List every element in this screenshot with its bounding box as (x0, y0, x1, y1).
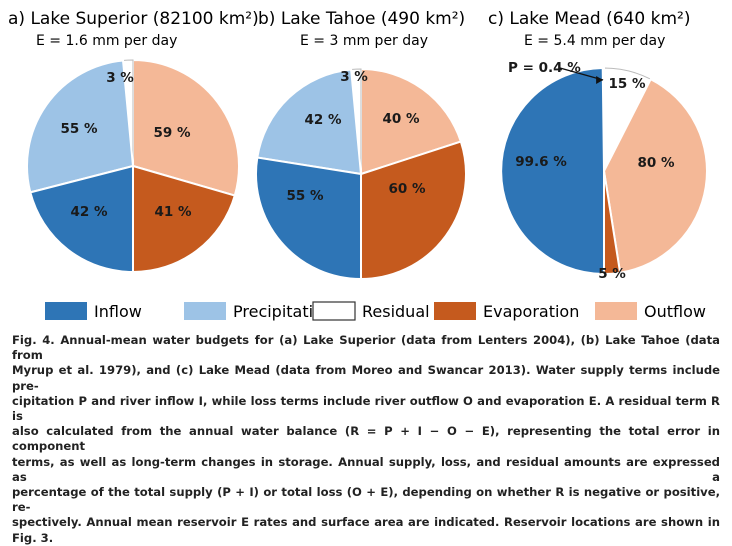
pie-slice-evaporation (360, 140, 467, 281)
legend-item-residual: Residual (312, 301, 430, 321)
pie-slice-evaporation (132, 164, 237, 274)
pie-slice-outflow (360, 67, 463, 176)
legend-label: Evaporation (483, 302, 579, 321)
slice-label-evaporation: 41 % (154, 204, 191, 220)
pie-slice-outflow (602, 77, 708, 274)
slice-label-residual: 3 % (340, 69, 368, 85)
slice-label-residual: 15 % (608, 76, 645, 92)
pie-slice-precipitation (26, 59, 135, 194)
pie-slice-precipitation (256, 68, 363, 176)
pie-slice-inflow (254, 156, 362, 281)
slice-label-evaporation: 60 % (388, 181, 425, 197)
slice-label-residual: 3 % (106, 70, 134, 86)
legend-swatch (184, 302, 226, 320)
legend-item-inflow: Inflow (45, 302, 142, 321)
slice-label-outflow: 59 % (153, 125, 190, 141)
slice-label-precipitation: 42 % (304, 112, 341, 128)
caption-line: also calculated from the annual water ba… (12, 424, 720, 454)
legend-swatch (45, 302, 87, 320)
caption-line: terms, as well as long-term changes in s… (12, 454, 720, 484)
slice-label-inflow: 99.6 % (515, 154, 567, 170)
legend-label: Residual (362, 302, 430, 321)
caption-line: spectively. Annual mean reservoir E rate… (12, 515, 720, 545)
caption-line: Fig. 4. Annual-mean water budgets for (a… (12, 333, 720, 363)
legend-label: Inflow (94, 302, 142, 321)
slice-label-evaporation: 5 % (598, 266, 626, 282)
pie-slice-inflow (29, 164, 134, 274)
caption-line: percentage of the total supply (P + I) o… (12, 485, 720, 515)
pie-panel-2: b) Lake Tahoe (490 km²) E = 3 mm per day 3… (254, 9, 467, 281)
panel-title: a) Lake Superior (82100 km²) (8, 9, 259, 29)
pie-slice-outflow (132, 58, 240, 197)
legend-swatch (312, 301, 356, 321)
slice-label-inflow: 55 % (286, 188, 323, 204)
legend-item-outflow: Outflow (595, 302, 706, 321)
legend: Inflow Precipitation Residual Evaporation Ou… (45, 301, 706, 321)
precipitation-annotation: P = 0.4 % (508, 60, 581, 76)
slice-label-precipitation: 55 % (60, 121, 97, 137)
legend-swatch (595, 302, 637, 320)
annotation-arrow (559, 67, 604, 81)
panel-subtitle: E = 1.6 mm per day (36, 33, 177, 49)
figure-caption: Fig. 4. Annual-mean water budgets for (a… (12, 333, 720, 546)
slice-label-inflow: 42 % (70, 204, 107, 220)
slice-label-outflow: 80 % (637, 155, 674, 171)
panel-subtitle: E = 3 mm per day (300, 33, 428, 49)
panel-subtitle: E = 5.4 mm per day (524, 33, 665, 49)
pie-slice-inflow (500, 66, 605, 276)
pie-panel-3: c) Lake Mead (640 km²) E = 5.4 mm per day… (488, 9, 708, 282)
panel-title: c) Lake Mead (640 km²) (488, 9, 690, 29)
legend-label: Outflow (644, 302, 706, 321)
pie-panels: a) Lake Superior (82100 km²) E = 1.6 mm p… (8, 9, 708, 282)
panel-title: b) Lake Tahoe (490 km²) (258, 9, 465, 29)
pie-panel-1: a) Lake Superior (82100 km²) E = 1.6 mm p… (8, 9, 259, 274)
legend-item-evaporation: Evaporation (434, 302, 579, 321)
legend-item-precipitation: Precipitation (184, 302, 333, 321)
legend-label: Precipitation (233, 302, 333, 321)
annotation-arrowhead (596, 76, 604, 85)
slice-label-outflow: 40 % (382, 111, 419, 127)
caption-line: Myrup et al. 1979), and (c) Lake Mead (d… (12, 363, 720, 393)
legend-swatch (434, 302, 476, 320)
figure-canvas: a) Lake Superior (82100 km²) E = 1.6 mm p… (8, 9, 708, 321)
caption-line: cipitation P and river inflow I, while l… (12, 393, 720, 424)
